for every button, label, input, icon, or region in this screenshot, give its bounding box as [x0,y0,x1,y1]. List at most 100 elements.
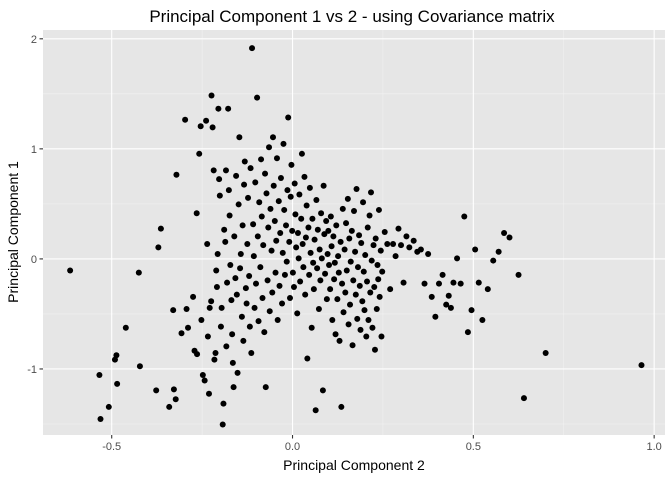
data-point [273,155,280,162]
chart-title: Principal Component 1 vs 2 - using Covar… [149,7,555,26]
data-point [280,140,287,147]
data-point [298,150,305,157]
data-point [279,249,286,256]
data-point [230,384,237,391]
data-point [289,269,296,276]
data-point [306,271,313,278]
data-point [638,362,645,369]
data-point [314,226,321,233]
data-point [472,246,479,253]
data-point [279,300,286,307]
data-point [264,277,271,284]
data-point [361,307,368,314]
data-point [276,282,283,289]
data-point [374,261,381,268]
data-point [351,208,357,215]
data-point [356,232,363,239]
data-point [67,267,74,274]
data-point [238,313,245,320]
data-point [281,271,288,278]
data-point [222,238,229,245]
data-point [291,180,298,187]
data-point [336,337,343,344]
data-point [320,182,327,189]
data-point [260,242,267,249]
data-point [213,267,220,274]
data-point [356,282,363,289]
data-point [421,280,428,287]
data-point [96,372,103,379]
data-point [378,333,385,340]
data-point [271,217,278,224]
data-point [244,241,251,248]
data-point [313,197,320,204]
data-point [224,279,231,286]
data-point [350,277,357,284]
data-point [229,331,236,338]
data-point [381,228,388,235]
data-point [288,161,295,168]
data-point [495,248,502,255]
data-point [292,211,299,218]
data-point [231,233,238,240]
data-point [323,217,330,224]
data-point [384,241,391,248]
data-point [284,187,291,194]
data-point [428,293,435,300]
y-tick-label: 0 [31,254,37,266]
data-point [310,286,317,293]
data-point [331,259,338,266]
data-point [227,261,234,268]
data-point [285,114,292,121]
data-point [375,276,382,283]
data-point [289,227,296,234]
data-point [400,279,407,286]
data-point [372,235,379,242]
data-point [318,210,325,217]
data-point [294,230,301,237]
data-point [217,323,224,330]
data-point [387,286,394,293]
data-point [232,275,239,282]
data-point [299,241,306,248]
data-point [324,250,331,257]
data-point [360,268,367,275]
data-point [274,316,281,323]
data-point [233,172,240,179]
data-point [352,248,359,255]
data-point [357,326,364,333]
data-point [450,279,457,286]
data-point [113,352,120,359]
data-point [114,380,121,387]
data-point [318,255,325,262]
data-point [225,187,232,194]
data-point [339,280,346,287]
data-point [358,239,365,246]
data-point [515,271,522,278]
data-point [257,264,264,271]
data-point [339,205,346,212]
data-point [234,369,241,376]
data-point [229,359,236,366]
x-tick-label: 1.0 [647,441,662,453]
data-point [270,182,277,189]
data-point [269,134,276,141]
data-point [157,225,164,232]
data-point [185,324,192,331]
data-point [369,324,376,331]
data-point [182,116,189,123]
data-point [308,324,315,331]
data-point [363,333,370,340]
data-point [344,195,351,202]
data-point [300,264,307,271]
data-point [367,289,374,296]
data-point [286,238,293,245]
data-point [241,181,248,188]
data-point [214,250,221,257]
data-point [262,170,269,177]
data-point [136,363,143,370]
data-point [273,237,280,244]
data-point [328,243,335,250]
data-point [258,213,265,220]
